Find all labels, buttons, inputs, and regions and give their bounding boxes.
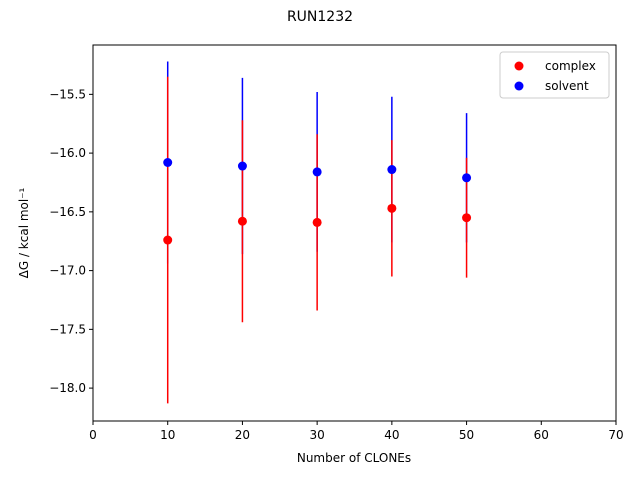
data-point-solvent xyxy=(387,165,397,175)
y-tick-label: −15.5 xyxy=(49,87,86,101)
data-point-complex xyxy=(462,213,472,223)
chart-title: RUN1232 xyxy=(287,9,353,25)
x-tick-label: 50 xyxy=(459,428,474,442)
x-tick-label: 0 xyxy=(89,428,97,442)
x-tick-label: 70 xyxy=(608,428,623,442)
y-tick-label: −16.5 xyxy=(49,205,86,219)
x-tick-label: 60 xyxy=(534,428,549,442)
data-point-complex xyxy=(163,235,173,245)
data-point-complex xyxy=(312,217,322,227)
x-tick-label: 30 xyxy=(310,428,325,442)
data-point-solvent xyxy=(312,167,322,177)
data-point-solvent xyxy=(237,161,247,171)
plot-frame xyxy=(92,44,617,422)
data-point-complex xyxy=(387,203,397,213)
data-point-complex xyxy=(237,216,247,226)
legend: complex solvent xyxy=(499,51,610,99)
legend-label-complex: complex xyxy=(545,59,596,73)
y-tick-label: −17.5 xyxy=(49,322,86,336)
x-axis-label: Number of CLONEs xyxy=(297,451,411,465)
legend-marker-complex xyxy=(514,61,524,71)
marks-layer xyxy=(163,61,472,404)
data-point-solvent xyxy=(163,158,173,167)
y-tick-label: −17.0 xyxy=(49,264,86,278)
legend-marker-solvent xyxy=(514,81,524,91)
y-tick-label: −18.0 xyxy=(49,381,86,395)
legend-box xyxy=(499,51,610,99)
x-tick-label: 20 xyxy=(235,428,250,442)
axes-layer: 0 10 20 30 40 50 60 70 −18.0 −17.5 −17.0 −16.5 −16.0… xyxy=(49,44,624,442)
legend-label-solvent: solvent xyxy=(545,79,589,93)
x-tick-label: 10 xyxy=(160,428,175,442)
x-tick-label: 40 xyxy=(384,428,399,442)
y-axis-label: ΔG / kcal mol⁻¹ xyxy=(17,187,31,278)
data-point-solvent xyxy=(462,173,472,183)
y-tick-label: −16.0 xyxy=(49,146,86,160)
